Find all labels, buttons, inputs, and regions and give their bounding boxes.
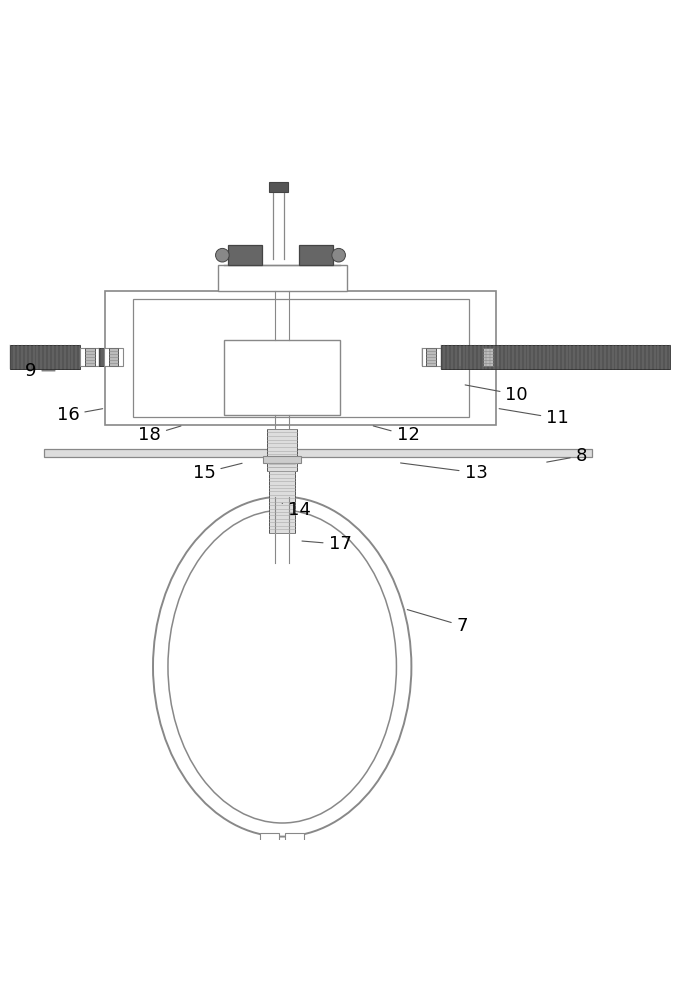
Bar: [269, 457, 295, 533]
Bar: [269, 182, 288, 192]
Bar: [267, 429, 297, 458]
Text: 17: 17: [302, 535, 352, 553]
Text: 18: 18: [138, 426, 181, 444]
Text: 7: 7: [407, 610, 468, 635]
Bar: [479, 348, 498, 366]
Bar: [105, 291, 496, 425]
Ellipse shape: [168, 510, 396, 823]
Bar: [109, 348, 118, 366]
Bar: [99, 348, 104, 366]
Bar: [422, 348, 498, 366]
Text: 15: 15: [192, 463, 242, 482]
Bar: [224, 340, 340, 415]
Bar: [80, 348, 99, 366]
Text: 14: 14: [282, 501, 311, 519]
Ellipse shape: [153, 497, 411, 837]
Circle shape: [332, 248, 345, 262]
Text: 16: 16: [56, 406, 103, 424]
Bar: [85, 348, 95, 366]
Bar: [290, 850, 307, 864]
Text: 10: 10: [465, 385, 528, 404]
Bar: [133, 299, 469, 417]
Bar: [441, 345, 670, 369]
Text: 12: 12: [373, 426, 420, 444]
Bar: [299, 245, 333, 265]
Bar: [267, 463, 297, 471]
Bar: [422, 348, 441, 366]
Bar: [285, 833, 304, 857]
Text: 11: 11: [499, 409, 569, 427]
Bar: [263, 456, 301, 463]
Text: 8: 8: [547, 447, 587, 465]
Bar: [426, 348, 436, 366]
Bar: [10, 345, 80, 369]
Bar: [218, 265, 347, 291]
Bar: [228, 245, 262, 265]
Text: 9: 9: [25, 362, 55, 380]
Bar: [104, 348, 123, 366]
Bar: [483, 348, 493, 366]
Circle shape: [216, 248, 229, 262]
Text: 13: 13: [401, 463, 488, 482]
Bar: [260, 833, 279, 857]
Bar: [44, 449, 592, 457]
